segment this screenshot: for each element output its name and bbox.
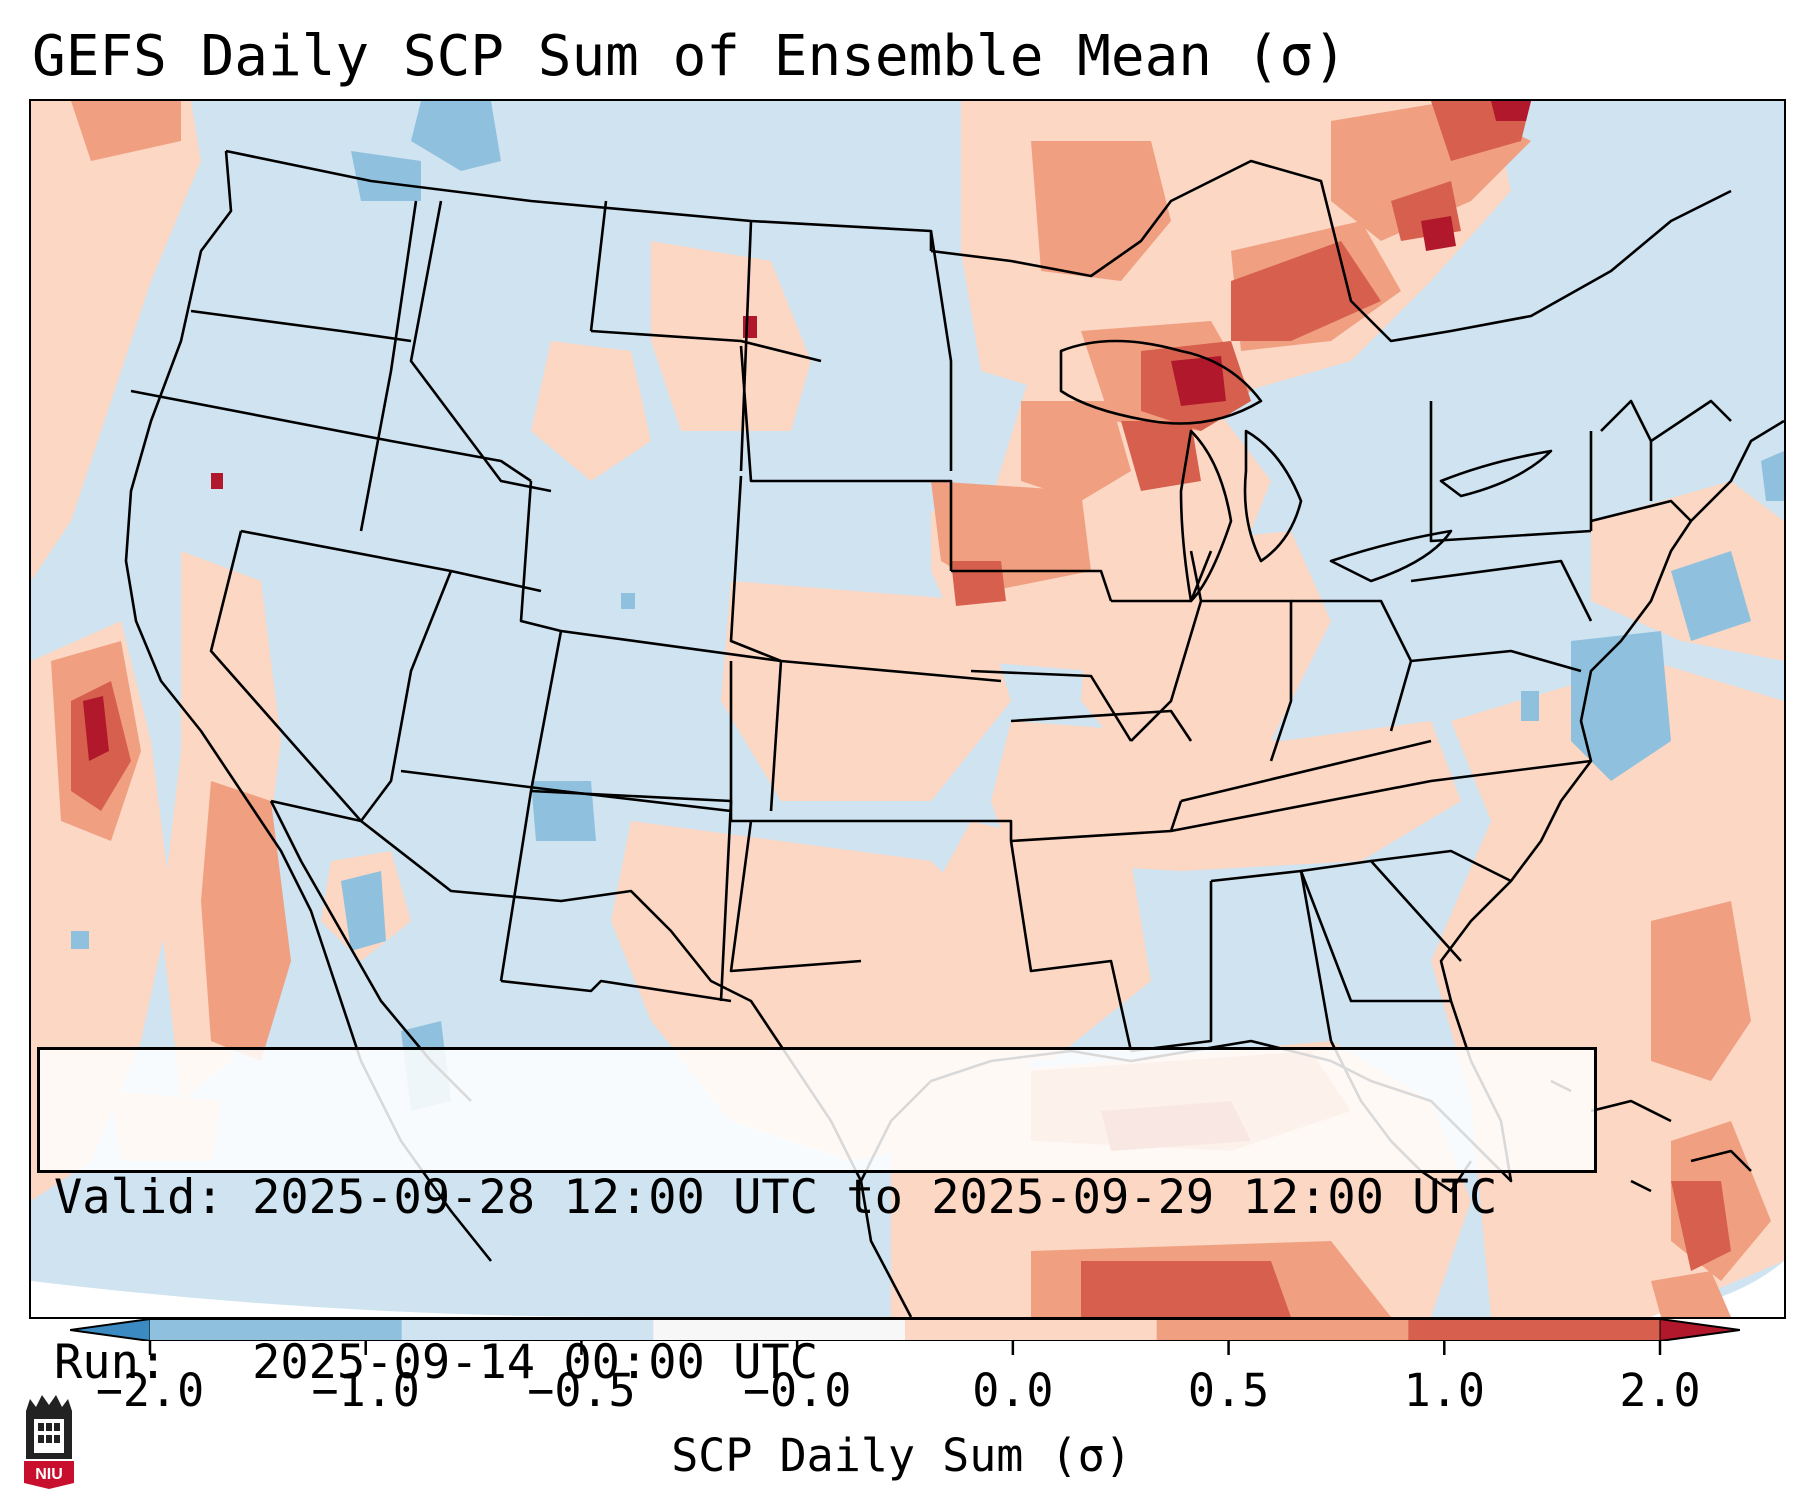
projection-edge-left — [31, 1281, 631, 1317]
valid-label: Valid: — [54, 1170, 224, 1225]
colorbar-tick-label: 1.0 — [1403, 1364, 1485, 1417]
colorbar-tick-label: 0.0 — [972, 1364, 1054, 1417]
colorbar-segment — [1408, 1319, 1661, 1341]
colorbar-extend-low — [70, 1319, 151, 1341]
niu-logo: NIU — [24, 1395, 74, 1489]
colorbar-tick-marks — [148, 1341, 1662, 1355]
colorbar-tick-label: −0.0 — [742, 1364, 852, 1417]
logo-banner — [24, 1461, 74, 1489]
projection-edge-right — [1631, 1261, 1784, 1317]
run-label: Run: — [54, 1335, 168, 1390]
colorbar-segment — [653, 1319, 906, 1341]
state-borders — [124, 149, 1784, 1317]
valid-value: 2025-09-28 12:00 UTC to 2025-09-29 12:00… — [252, 1170, 1498, 1225]
colorbar-segment — [401, 1319, 654, 1341]
valid-row: Valid: 2025-09-28 12:00 UTC to 2025-09-2… — [54, 1170, 1594, 1225]
colorbar-segment — [905, 1319, 1158, 1341]
colorbar-segment — [150, 1319, 403, 1341]
map-title: GEFS Daily SCP Sum of Ensemble Mean (σ) — [32, 24, 1347, 89]
colorbar-tick-label: −2.0 — [95, 1364, 205, 1417]
colorbar-segment — [1156, 1319, 1409, 1341]
colorbar-tick-label: −0.5 — [527, 1364, 636, 1417]
colorbar-extend-high — [1659, 1319, 1740, 1341]
validity-info-box: Valid: 2025-09-28 12:00 UTC to 2025-09-2… — [37, 1047, 1597, 1390]
colorbar-tick-label: 0.5 — [1187, 1364, 1270, 1417]
colorbar — [70, 1319, 1740, 1341]
colorbar-label: SCP Daily Sum (σ) — [671, 1429, 1132, 1482]
anomaly-negative — [71, 101, 1784, 1111]
anomaly-positive-peak — [83, 101, 1531, 761]
run-value: 2025-09-14 00:00 UTC — [252, 1335, 819, 1390]
colorbar-tick-label: 2.0 — [1619, 1364, 1701, 1417]
colorbar-tick-label: −1.0 — [311, 1364, 420, 1417]
logo-text: NIU — [35, 1466, 63, 1483]
run-row: Run: 2025-09-14 00:00 UTC — [54, 1335, 1594, 1390]
